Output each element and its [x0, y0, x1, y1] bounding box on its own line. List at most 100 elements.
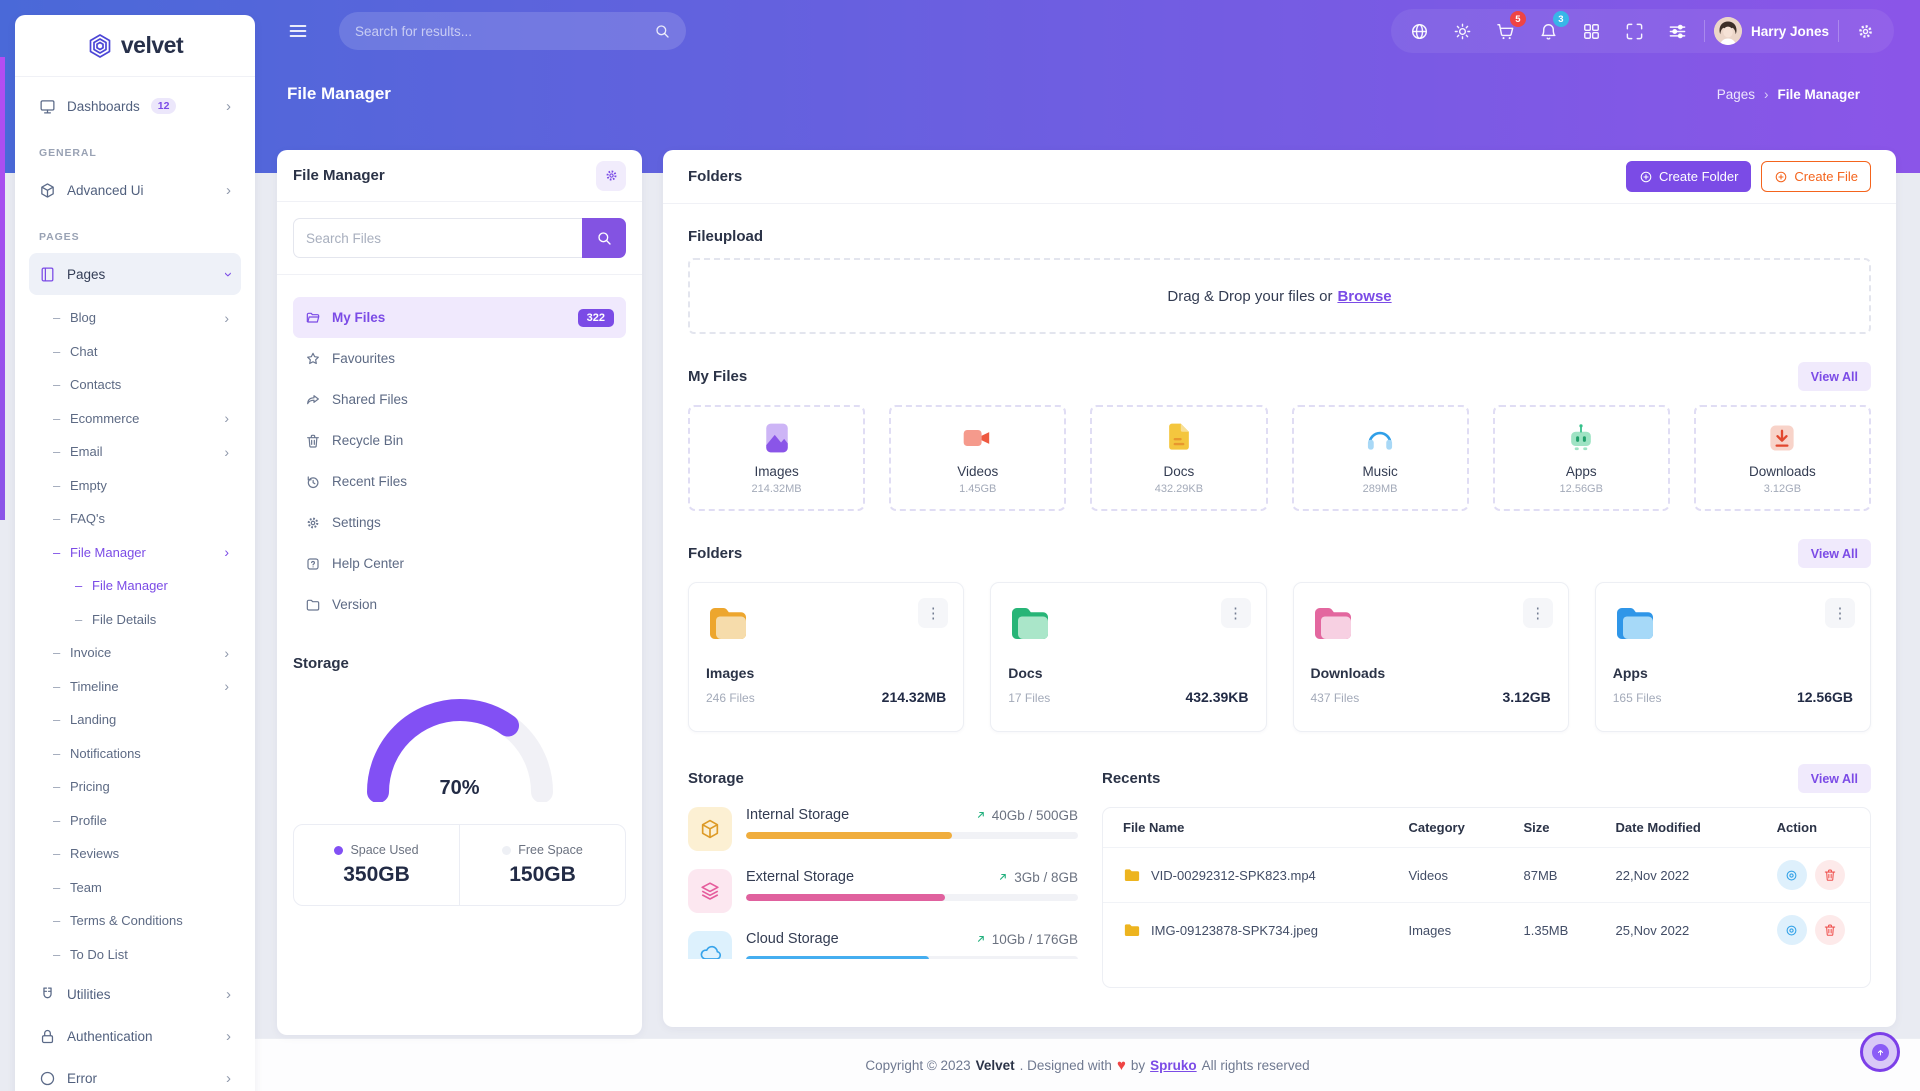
folder-menu-button[interactable]: [1522, 598, 1553, 628]
arrow-up-right-icon: [997, 871, 1009, 883]
file-manager-menu-item[interactable]: Shared Files: [293, 379, 626, 420]
my-files-card[interactable]: Docs 432.29KB: [1090, 405, 1268, 511]
user-menu[interactable]: Harry Jones: [1713, 17, 1829, 45]
sidebar-subitem[interactable]: Pricing: [29, 770, 241, 804]
file-search-button[interactable]: [582, 218, 626, 258]
my-files-card[interactable]: Downloads 3.12GB: [1693, 405, 1871, 511]
file-category: Videos: [1394, 847, 1510, 903]
delete-file-button[interactable]: [1814, 915, 1845, 945]
folder-icon: [1008, 600, 1052, 644]
sidebar-subitem[interactable]: Ecommerce: [29, 402, 241, 436]
chevron-right-icon: [226, 99, 231, 114]
sidebar-item-authentication[interactable]: Authentication: [29, 1015, 241, 1057]
storage-row: Internal Storage 40Gb / 500GB: [688, 807, 1078, 851]
apps-button[interactable]: [1575, 14, 1609, 48]
folder-card[interactable]: Images 246 Files 214.32MB: [688, 582, 965, 732]
velvet-logo-icon: [87, 33, 113, 59]
sidebar-subitem[interactable]: FAQ's: [29, 502, 241, 536]
sidebar-item-pages[interactable]: Pages: [29, 253, 241, 295]
file-manager-menu-item[interactable]: Help Center: [293, 543, 626, 584]
brand-logo[interactable]: velvet: [15, 15, 255, 77]
sidebar-subitem-label: Terms & Conditions: [70, 913, 183, 929]
sidebar-subitem[interactable]: Terms & Conditions: [29, 904, 241, 938]
file-manager-menu-item[interactable]: Recent Files: [293, 461, 626, 502]
sidebar-subitem[interactable]: Timeline: [29, 670, 241, 704]
sidebar-subitem[interactable]: Landing: [29, 703, 241, 737]
view-file-button[interactable]: [1776, 860, 1807, 890]
notifications-button[interactable]: 3: [1532, 11, 1569, 48]
user-name: Harry Jones: [1750, 23, 1829, 39]
search-icon[interactable]: [654, 23, 670, 39]
switcher-button[interactable]: [1661, 14, 1695, 48]
panel-settings-button[interactable]: [596, 160, 626, 191]
sidebar-subitem-label: Blog: [70, 310, 97, 326]
table-row[interactable]: IMG-09123878-SPK734.jpeg Images 1.35MB 2…: [1103, 902, 1870, 957]
file-dropzone[interactable]: Drag & Drop your files or Browse: [688, 258, 1871, 334]
file-manager-menu-item[interactable]: Settings: [293, 502, 626, 543]
sidebar-subitem[interactable]: Team: [29, 871, 241, 905]
sidebar-item-error[interactable]: Error: [29, 1057, 241, 1091]
my-files-card[interactable]: Videos 1.45GB: [889, 405, 1067, 511]
storage-list: Internal Storage 40Gb / 500GB External S…: [688, 807, 1078, 959]
settings-button[interactable]: [1848, 14, 1882, 48]
file-search: [277, 202, 642, 275]
folder-menu-button[interactable]: [1220, 598, 1251, 628]
my-files-card[interactable]: Apps 12.56GB: [1492, 405, 1670, 511]
sidebar-subitem[interactable]: File Manager: [29, 536, 241, 570]
folder-card[interactable]: Apps 165 Files 12.56GB: [1594, 582, 1871, 732]
file-search-input[interactable]: [293, 218, 582, 258]
sidebar-subitem[interactable]: Contacts: [29, 368, 241, 402]
sidebar-item-advanced-ui[interactable]: Advanced Ui: [29, 169, 241, 211]
language-button[interactable]: [1403, 14, 1437, 48]
folders-view-all-button[interactable]: View All: [1797, 539, 1871, 568]
delete-file-button[interactable]: [1814, 860, 1845, 890]
sidebar-subitem[interactable]: Profile: [29, 804, 241, 838]
footer-author-link[interactable]: Spruko: [1150, 1057, 1197, 1073]
cart-button[interactable]: 5: [1489, 11, 1526, 48]
sidebar-toggle-button[interactable]: [281, 14, 315, 48]
breadcrumb-parent[interactable]: Pages: [1716, 86, 1755, 102]
sidebar-subitem[interactable]: Invoice: [29, 636, 241, 670]
fullscreen-button[interactable]: [1618, 14, 1652, 48]
browse-link[interactable]: Browse: [1337, 287, 1392, 305]
view-file-button[interactable]: [1776, 915, 1807, 945]
folder-icon: [706, 600, 750, 644]
storage-type-icon: [688, 931, 732, 959]
scroll-to-top-button[interactable]: [1860, 1032, 1900, 1072]
file-manager-menu-item[interactable]: Favourites: [293, 338, 626, 379]
sidebar-subitem[interactable]: File Manager: [29, 569, 241, 603]
file-manager-menu-item[interactable]: My Files 322: [293, 297, 626, 338]
sidebar-subitem[interactable]: Email: [29, 435, 241, 469]
sidebar-subitem[interactable]: To Do List: [29, 938, 241, 972]
my-files-card[interactable]: Images 214.32MB: [688, 405, 866, 511]
sidebar-item-dashboards[interactable]: Dashboards 12: [29, 85, 241, 127]
sidebar-subitem[interactable]: Empty: [29, 469, 241, 503]
bell-icon: [1543, 24, 1556, 38]
folder-menu-button[interactable]: [1825, 598, 1855, 628]
create-folder-button[interactable]: Create Folder: [1625, 161, 1752, 192]
sidebar-subitem[interactable]: Chat: [29, 335, 241, 369]
storage-label: Internal Storage: [746, 807, 850, 823]
file-manager-menu-item[interactable]: Version: [293, 584, 626, 625]
global-search[interactable]: [339, 12, 686, 50]
table-row[interactable]: VID-00292312-SPK823.mp4 Videos 87MB 22,N…: [1103, 847, 1870, 903]
file-type-size: 214.32MB: [751, 483, 802, 495]
folder-menu-button[interactable]: [918, 598, 949, 628]
disc-icon: [1787, 926, 1796, 935]
sidebar-item-utilities[interactable]: Utilities: [29, 973, 241, 1015]
sidebar-subitem[interactable]: Notifications: [29, 737, 241, 771]
file-manager-menu-item[interactable]: Recycle Bin: [293, 420, 626, 461]
sidebar-subitem[interactable]: File Details: [29, 603, 241, 637]
theme-toggle-button[interactable]: [1446, 14, 1480, 48]
recents-section: Recents View All File Name Category Size…: [1102, 764, 1871, 988]
folder-card[interactable]: Docs 17 Files 432.39KB: [990, 582, 1267, 732]
create-file-button[interactable]: Create File: [1761, 161, 1871, 192]
my-files-card[interactable]: Music 289MB: [1291, 405, 1469, 511]
sidebar-subitem[interactable]: Reviews: [29, 837, 241, 871]
sidebar-subitem[interactable]: Blog: [29, 301, 241, 335]
folder-card[interactable]: Downloads 437 Files 3.12GB: [1292, 582, 1569, 732]
recents-view-all-button[interactable]: View All: [1797, 764, 1871, 793]
global-search-input[interactable]: [355, 23, 654, 39]
col-file-name: File Name: [1123, 820, 1185, 835]
my-files-view-all-button[interactable]: View All: [1797, 362, 1871, 391]
